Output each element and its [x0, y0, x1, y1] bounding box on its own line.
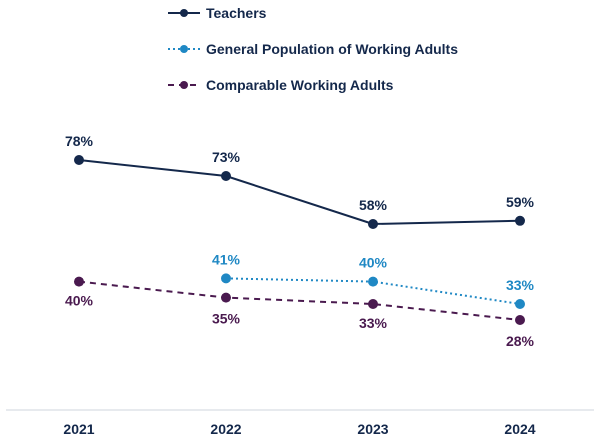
x-tick-label-2022: 2022	[210, 421, 241, 437]
legend-label-general-population-of-working-adults: General Population of Working Adults	[206, 41, 458, 57]
x-tick-label-2021: 2021	[63, 421, 94, 437]
data-point-teachers-2021	[74, 155, 84, 165]
series-line-comparable-working-adults	[78, 280, 521, 321]
data-point-general-population-of-working-adults-2024	[515, 299, 525, 309]
series-line-teachers	[78, 159, 521, 225]
data-point-comparable-working-adults-2024	[515, 315, 525, 325]
data-label-general-population-of-working-adults-2024: 33%	[506, 277, 535, 293]
data-label-teachers-2021: 78%	[65, 133, 94, 149]
data-label-general-population-of-working-adults-2022: 41%	[212, 251, 241, 267]
series-teachers: 78% 73% 58% 59%	[65, 133, 535, 229]
series-comparable-working-adults: 40% 35% 33% 28%	[65, 276, 535, 349]
x-axis-ticks: 2021 2022 2023 2024	[63, 421, 535, 437]
data-point-comparable-working-adults-2023	[368, 299, 378, 309]
legend-label-comparable-working-adults: Comparable Working Adults	[206, 77, 394, 93]
data-label-comparable-working-adults-2021: 40%	[65, 293, 94, 309]
data-point-general-population-of-working-adults-2022	[221, 273, 231, 284]
data-label-teachers-2024: 59%	[506, 194, 535, 210]
x-tick-label-2024: 2024	[504, 421, 535, 437]
data-point-teachers-2023	[368, 219, 378, 229]
data-label-general-population-of-working-adults-2023: 40%	[359, 255, 388, 271]
series-layer: 78% 73% 58% 59% 41% 40% 33% 40% 35% 33% 28%	[65, 133, 535, 349]
data-point-general-population-of-working-adults-2023	[368, 276, 378, 287]
data-label-teachers-2023: 58%	[359, 197, 388, 213]
data-point-comparable-working-adults-2022	[221, 292, 231, 303]
series-line-general-population-of-working-adults	[225, 277, 521, 305]
legend-marker-general-population-of-working-adults	[180, 45, 188, 53]
data-label-comparable-working-adults-2024: 28%	[506, 333, 535, 349]
legend-marker-teachers	[180, 9, 188, 17]
x-tick-label-2023: 2023	[357, 421, 388, 437]
data-label-comparable-working-adults-2022: 35%	[212, 311, 241, 327]
legend-label-teachers: Teachers	[206, 5, 267, 21]
legend: Teachers General Population of Working Ad…	[168, 5, 458, 93]
data-label-teachers-2022: 73%	[212, 149, 241, 165]
data-label-comparable-working-adults-2023: 33%	[359, 315, 388, 331]
data-point-teachers-2022	[221, 171, 231, 181]
data-point-teachers-2024	[515, 215, 525, 226]
data-point-comparable-working-adults-2021	[74, 276, 84, 287]
series-general-population-of-working-adults: 41% 40% 33%	[212, 251, 535, 309]
legend-marker-comparable-working-adults	[180, 81, 188, 89]
